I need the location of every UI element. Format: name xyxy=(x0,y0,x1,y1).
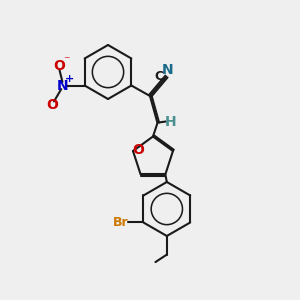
Text: C: C xyxy=(154,70,164,83)
Text: H: H xyxy=(165,115,177,128)
Text: ⁻: ⁻ xyxy=(63,54,69,67)
Text: O: O xyxy=(133,142,144,157)
Text: O: O xyxy=(46,98,58,112)
Text: O: O xyxy=(53,59,65,73)
Text: N: N xyxy=(161,64,173,77)
Text: Br: Br xyxy=(112,216,128,229)
Text: N: N xyxy=(57,79,69,92)
Text: +: + xyxy=(65,74,74,85)
